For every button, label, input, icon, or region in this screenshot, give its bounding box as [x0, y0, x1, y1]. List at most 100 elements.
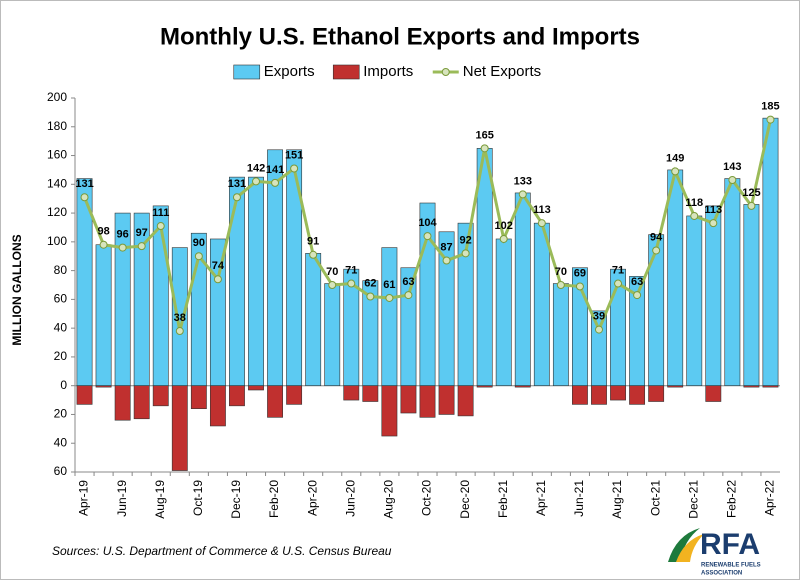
bar — [400, 385, 417, 414]
data-label: 71 — [345, 264, 357, 276]
bar — [229, 385, 245, 407]
data-label: 143 — [723, 161, 741, 173]
x-tick-label: Feb-22 — [725, 480, 739, 518]
y-tick-label: 40 — [54, 320, 68, 334]
chart-title: Monthly U.S. Ethanol Exports and Imports — [160, 23, 640, 50]
data-label: 91 — [307, 236, 319, 248]
bar — [95, 244, 112, 386]
data-label: 131 — [75, 178, 93, 190]
bar — [743, 385, 760, 388]
data-label: 38 — [174, 312, 186, 324]
bar — [705, 205, 722, 386]
bar — [76, 385, 93, 405]
source: Sources: U.S. Department of Commerce & U… — [52, 544, 392, 558]
logo-subtext: RENEWABLE FUELS — [701, 563, 761, 569]
data-label: 39 — [593, 310, 605, 322]
bar — [667, 169, 684, 386]
bar — [686, 215, 703, 386]
bar — [229, 176, 245, 386]
y-tick-label: 60 — [54, 464, 68, 478]
bar — [762, 117, 779, 386]
data-label: 61 — [383, 279, 395, 291]
bar — [705, 385, 722, 402]
bar — [95, 385, 112, 388]
point — [633, 291, 642, 300]
point — [194, 252, 203, 261]
x-tick-label: Apr-21 — [534, 480, 548, 516]
data-label: 118 — [685, 197, 703, 209]
bar — [552, 283, 569, 386]
data-label: 92 — [459, 234, 471, 246]
data-label: 102 — [495, 220, 513, 232]
x-tick-label: Oct-19 — [191, 480, 205, 516]
point — [385, 293, 394, 302]
bar — [476, 385, 493, 388]
bar — [324, 283, 341, 386]
point — [175, 327, 184, 336]
x-tick-label: Dec-21 — [686, 480, 700, 519]
bar — [724, 178, 741, 386]
point — [671, 167, 680, 176]
point — [309, 250, 318, 259]
data-label: 74 — [212, 260, 225, 272]
bar — [419, 385, 436, 418]
y-tick-label: 120 — [47, 205, 67, 219]
x-tick-label: Feb-20 — [267, 480, 281, 518]
data-label: 70 — [555, 266, 567, 278]
legend-swatch — [332, 64, 360, 80]
data-label: 111 — [152, 207, 169, 219]
data-label: 151 — [285, 149, 303, 161]
y-tick-label: 140 — [47, 176, 67, 190]
bar — [114, 385, 131, 421]
data-label: 104 — [418, 217, 437, 229]
bar — [190, 385, 207, 410]
x-tick-label: Feb-21 — [496, 480, 510, 518]
point — [213, 275, 222, 284]
point — [709, 219, 718, 228]
data-label: 97 — [136, 227, 148, 239]
point — [499, 234, 508, 243]
point — [99, 240, 108, 249]
bar — [152, 385, 169, 407]
point — [156, 222, 165, 231]
data-label: 71 — [612, 264, 624, 276]
point — [766, 115, 775, 124]
point — [366, 292, 375, 301]
bar — [495, 238, 512, 386]
bar — [286, 385, 303, 405]
point — [232, 193, 241, 202]
point — [423, 232, 432, 241]
data-label: 141 — [266, 164, 284, 176]
bar — [267, 385, 283, 418]
point — [518, 190, 527, 199]
data-label: 125 — [742, 187, 760, 199]
y-tick-label: 20 — [54, 407, 68, 421]
data-label: 62 — [364, 277, 376, 289]
x-tick-label: Jun-19 — [115, 480, 129, 517]
bar — [133, 385, 150, 420]
bar — [419, 202, 436, 386]
x-tick-label: Oct-20 — [420, 480, 434, 516]
point — [328, 281, 337, 289]
x-tick-label: Aug-20 — [382, 480, 396, 519]
data-label: 63 — [402, 276, 414, 288]
point — [137, 242, 146, 251]
point — [690, 211, 699, 220]
point — [480, 144, 489, 153]
x-tick-label: Oct-21 — [648, 480, 662, 516]
bar — [248, 176, 264, 386]
data-label: 142 — [247, 162, 265, 174]
data-label: 98 — [97, 226, 109, 238]
y-tick-label: 100 — [47, 234, 67, 248]
logo-leaf — [676, 534, 704, 562]
bar — [343, 385, 360, 401]
bar — [209, 385, 226, 427]
legend-label: Exports — [264, 63, 315, 80]
point — [461, 249, 470, 258]
y-tick-label: 160 — [47, 148, 67, 162]
x-tick-label: Apr-19 — [77, 480, 91, 516]
point — [347, 279, 356, 288]
y-tick-label: 200 — [47, 90, 67, 104]
y-tick-label: 80 — [54, 263, 68, 277]
